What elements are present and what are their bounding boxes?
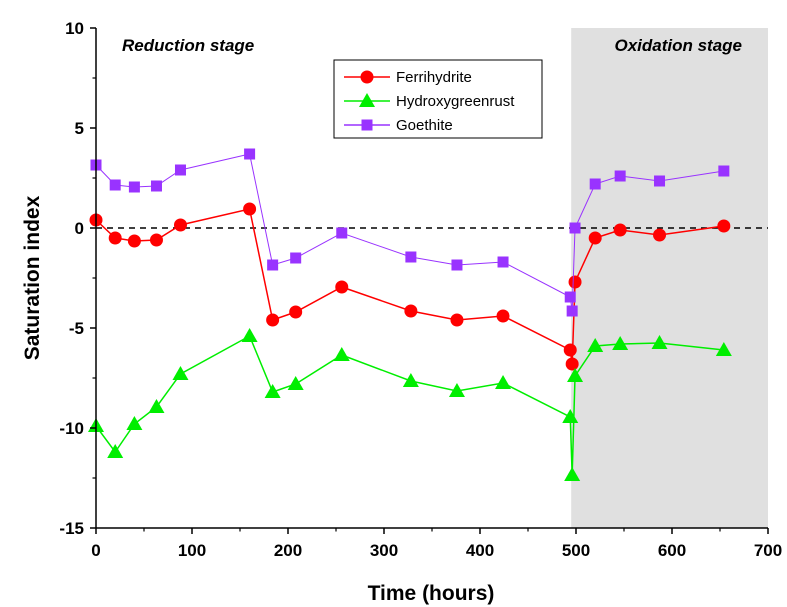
y-tick-label: 10 — [65, 19, 84, 38]
data-point-hydroxygreenrust — [495, 375, 512, 389]
y-tick-label: -15 — [59, 519, 84, 538]
x-tick-label: 200 — [274, 541, 302, 560]
legend-label-goethite: Goethite — [396, 117, 453, 134]
data-point-goethite — [566, 305, 578, 317]
data-point-ferrihydrite — [127, 234, 141, 248]
data-point-ferrihydrite — [450, 313, 464, 327]
data-point-hydroxygreenrust — [612, 336, 629, 350]
data-point-ferrihydrite — [613, 223, 627, 237]
legend-label-hydroxygreenrust: Hydroxygreenrust — [396, 93, 515, 110]
data-point-goethite — [589, 178, 601, 190]
oxidation-stage-shading — [571, 28, 768, 528]
data-point-goethite — [336, 227, 348, 239]
x-tick-label: 100 — [178, 541, 206, 560]
data-point-hydroxygreenrust — [148, 399, 165, 413]
data-point-goethite — [150, 180, 162, 192]
data-point-goethite — [451, 259, 463, 271]
axis-layer: 0 100 200 300 400 500 600 700 -15 -10 -5 0 5 10 — [59, 19, 782, 560]
data-point-hydroxygreenrust — [333, 347, 350, 361]
data-point-hydroxygreenrust — [564, 467, 581, 481]
data-point-ferrihydrite — [404, 304, 418, 318]
x-tick-label: 700 — [754, 541, 782, 560]
y-axis-title: Saturation index — [21, 195, 44, 360]
data-point-goethite — [405, 251, 417, 263]
legend-marker-hydroxygreenrust — [359, 93, 375, 107]
series-layer — [88, 148, 732, 481]
data-point-hydroxygreenrust — [402, 373, 419, 387]
data-point-hydroxygreenrust — [287, 376, 304, 390]
data-point-hydroxygreenrust — [126, 416, 143, 430]
data-point-ferrihydrite — [568, 275, 582, 289]
data-point-goethite — [718, 165, 730, 177]
x-tick-label: 400 — [466, 541, 494, 560]
data-point-ferrihydrite — [289, 305, 303, 319]
y-tick-label: 0 — [75, 219, 84, 238]
data-point-goethite — [564, 291, 576, 303]
annotation-reduction-stage: Reduction stage — [122, 36, 254, 55]
data-point-ferrihydrite — [266, 313, 280, 327]
legend-label-ferrihydrite: Ferrihydrite — [396, 69, 472, 86]
data-point-ferrihydrite — [717, 219, 731, 233]
y-tick-label: -10 — [59, 419, 84, 438]
y-tick-label: -5 — [69, 319, 84, 338]
data-point-ferrihydrite — [173, 218, 187, 232]
data-point-hydroxygreenrust — [715, 342, 732, 356]
data-point-ferrihydrite — [335, 280, 349, 294]
data-point-ferrihydrite — [108, 231, 122, 245]
data-point-ferrihydrite — [243, 202, 257, 216]
data-point-ferrihydrite — [588, 231, 602, 245]
data-point-hydroxygreenrust — [107, 444, 124, 458]
data-point-hydroxygreenrust — [567, 368, 584, 382]
data-point-goethite — [244, 148, 256, 160]
data-point-hydroxygreenrust — [448, 383, 465, 397]
x-tick-label: 500 — [562, 541, 590, 560]
data-point-goethite — [497, 256, 509, 268]
x-tick-label: 300 — [370, 541, 398, 560]
legend-marker-ferrihydrite — [360, 70, 374, 84]
data-point-hydroxygreenrust — [651, 335, 668, 349]
data-point-ferrihydrite — [149, 233, 163, 247]
annotation-oxidation-stage: Oxidation stage — [614, 36, 742, 55]
data-point-goethite — [128, 181, 140, 193]
data-point-goethite — [614, 170, 626, 182]
x-tick-label: 600 — [658, 541, 686, 560]
data-point-ferrihydrite — [563, 343, 577, 357]
legend-marker-goethite — [361, 119, 373, 131]
legend: Ferrihydrite Hydroxygreenrust Goethite — [333, 59, 543, 139]
data-point-hydroxygreenrust — [241, 328, 258, 342]
data-point-goethite — [267, 259, 279, 271]
x-axis-title: Time (hours) — [368, 582, 495, 605]
data-point-ferrihydrite — [565, 357, 579, 371]
data-point-hydroxygreenrust — [264, 384, 281, 398]
y-tick-label: 5 — [75, 119, 84, 138]
data-point-hydroxygreenrust — [562, 409, 579, 423]
x-tick-label: 0 — [91, 541, 100, 560]
data-point-goethite — [174, 164, 186, 176]
data-point-ferrihydrite — [653, 228, 667, 242]
data-point-hydroxygreenrust — [587, 338, 604, 352]
data-point-goethite — [290, 252, 302, 264]
data-point-goethite — [569, 222, 581, 234]
data-point-hydroxygreenrust — [172, 366, 189, 380]
data-point-goethite — [654, 175, 666, 187]
data-point-ferrihydrite — [496, 309, 510, 323]
data-point-goethite — [109, 179, 121, 191]
